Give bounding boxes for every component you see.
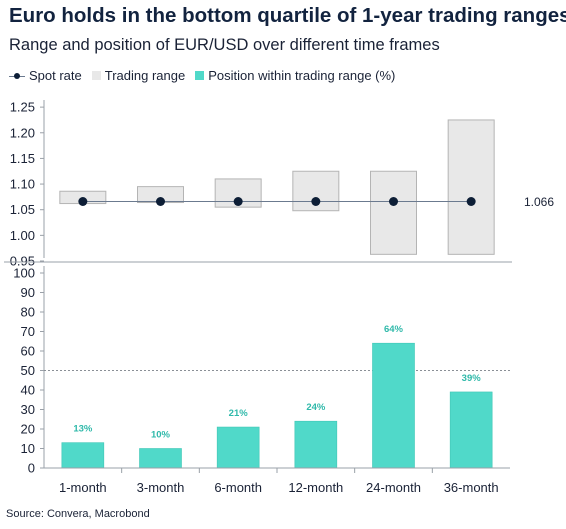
position-bar: [372, 342, 415, 469]
x-tick-label: 12-month: [288, 480, 343, 495]
bottom-y-tick-label: 80: [21, 305, 35, 320]
legend: Spot rate Trading range Position within …: [9, 68, 405, 83]
legend-item-spot: Spot rate: [9, 68, 82, 83]
bottom-y-tick-label: 50: [21, 363, 35, 378]
legend-spot-label: Spot rate: [29, 68, 82, 83]
spot-rate-point: [233, 197, 243, 207]
bar-data-label: 13%: [73, 424, 93, 435]
top-y-tick-label: 1.15: [10, 151, 35, 166]
top-y-tick-label: 0.95: [10, 254, 35, 269]
x-tick-label: 6-month: [214, 480, 262, 495]
top-y-tick-label: 1.05: [10, 202, 35, 217]
spot-rate-point: [389, 197, 398, 207]
bottom-y-tick-label: 10: [21, 441, 35, 456]
position-bar: [216, 426, 260, 469]
position-swatch-icon: [195, 71, 205, 80]
position-bar: [294, 420, 338, 469]
spot-rate-point: [78, 197, 88, 207]
bar-data-label: 64%: [384, 324, 404, 335]
top-y-tick-label: 1.10: [10, 177, 35, 192]
chart-subtitle: Range and position of EUR/USD over diffe…: [9, 36, 440, 54]
chart-title: Euro holds in the bottom quartile of 1-y…: [9, 4, 566, 27]
legend-item-range: Trading range: [91, 68, 186, 83]
x-tick-label: 36-month: [444, 480, 499, 495]
top-y-tick-label: 1.25: [10, 100, 35, 115]
top-y-tick-label: 1.00: [10, 228, 35, 243]
bottom-y-tick-label: 40: [21, 383, 35, 398]
spot-rate-label: 1.066: [524, 195, 554, 209]
bottom-y-tick-label: 70: [21, 324, 35, 339]
top-y-tick-label: 1.20: [10, 125, 35, 140]
source-note: Source: Convera, Macrobond: [6, 508, 150, 520]
x-tick-label: 1-month: [59, 480, 107, 495]
position-bar: [139, 448, 182, 469]
legend-range-label: Trading range: [104, 68, 186, 83]
bottom-y-tick-label: 20: [21, 422, 35, 437]
bottom-y-tick-label: 30: [21, 402, 35, 417]
legend-item-position: Position within trading range (%): [195, 68, 395, 83]
bar-data-label: 21%: [229, 408, 249, 419]
bar-data-label: 24%: [306, 402, 326, 413]
spot-rate-point: [311, 197, 321, 207]
trading-range-bar: [370, 170, 417, 255]
trading-range-swatch-icon: [91, 71, 101, 80]
spot-rate-point: [156, 197, 165, 207]
bottom-y-tick-label: 60: [21, 344, 35, 359]
bottom-y-tick-label: 100: [13, 266, 35, 281]
legend-position-label: Position within trading range (%): [208, 68, 396, 83]
bar-data-label: 39%: [462, 373, 482, 384]
bottom-y-tick-label: 90: [21, 285, 35, 300]
spot-rate-marker-icon: [9, 71, 25, 81]
bottom-y-tick-label: 0: [28, 461, 35, 476]
trading-range-bar: [447, 119, 495, 255]
x-tick-label: 24-month: [366, 480, 421, 495]
position-bar: [61, 442, 105, 469]
bar-data-label: 10%: [151, 430, 171, 441]
position-bar: [449, 391, 493, 469]
spot-rate-point: [466, 197, 476, 207]
x-tick-label: 3-month: [137, 480, 185, 495]
